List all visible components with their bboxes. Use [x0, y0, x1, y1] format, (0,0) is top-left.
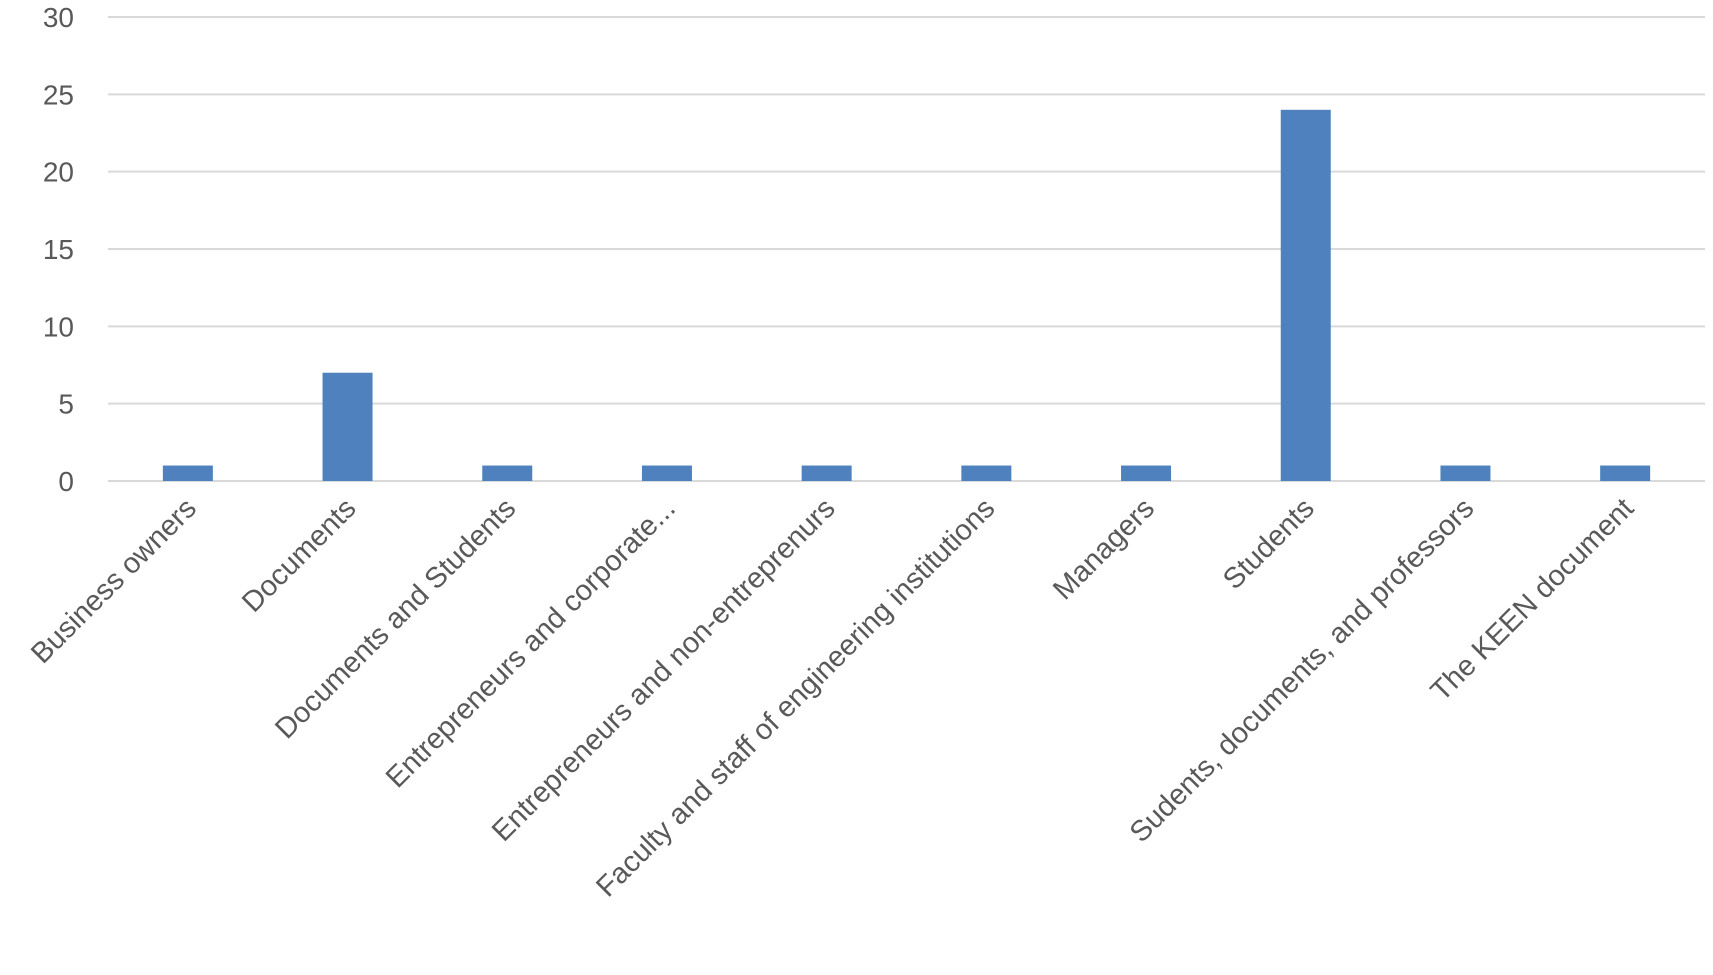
- y-tick-label: 15: [43, 234, 74, 265]
- y-tick-label: 30: [43, 2, 74, 33]
- bar: [482, 465, 533, 481]
- y-gridlines: [108, 16, 1705, 482]
- bar: [641, 465, 692, 481]
- x-category-label: Business owners: [25, 492, 203, 670]
- bar: [801, 465, 852, 481]
- bar-series: [162, 109, 1651, 482]
- bar: [1280, 109, 1331, 482]
- y-tick-label: 20: [43, 157, 74, 188]
- bar: [162, 465, 213, 481]
- y-tick-label: 10: [43, 311, 74, 342]
- bar: [1121, 465, 1172, 481]
- bar: [961, 465, 1012, 481]
- bar: [322, 372, 373, 481]
- x-category-label: Managers: [1047, 492, 1161, 606]
- x-category-label: Entrepreneurs and corporate...: [380, 492, 682, 794]
- bar: [1440, 465, 1491, 481]
- y-axis-ticks: 0 5 10 15 20 25 30: [43, 2, 74, 497]
- y-tick-label: 25: [43, 79, 74, 110]
- x-category-label: Entrepreneurs and non-entreprenurs: [486, 492, 841, 847]
- x-category-label: Sudents, documents, and professors: [1124, 492, 1481, 849]
- x-category-label: Students: [1217, 492, 1321, 596]
- y-tick-label: 0: [58, 466, 74, 497]
- x-category-label: Documents: [236, 492, 362, 618]
- bar: [1600, 465, 1651, 481]
- y-tick-label: 5: [58, 389, 74, 420]
